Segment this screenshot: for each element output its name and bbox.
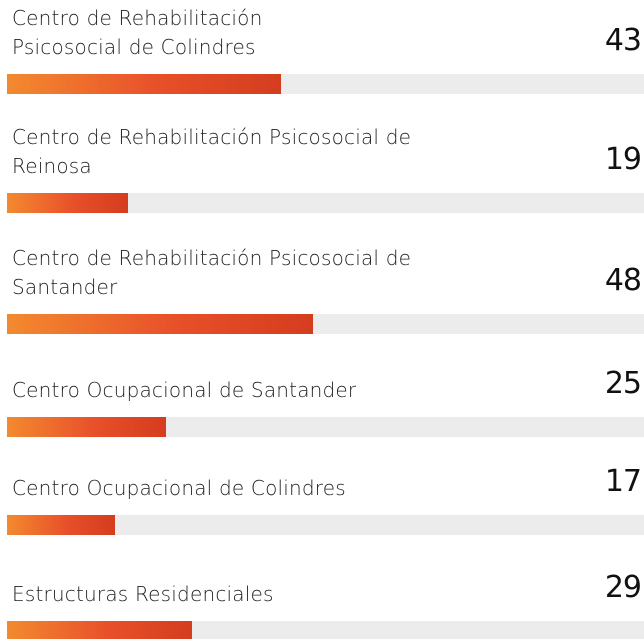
value-label: 17	[604, 464, 642, 499]
value-label: 48	[604, 263, 642, 298]
bar-row: Centro Ocupacional de Colindres 17	[12, 464, 642, 503]
bar-row: Centro Ocupacional de Santander 25	[12, 366, 642, 405]
bar	[7, 417, 167, 437]
bar	[7, 515, 116, 535]
bar-track	[7, 193, 644, 213]
bar-row: Centro de Rehabilitación Psicosocial de …	[12, 4, 642, 62]
bar	[7, 314, 313, 334]
value-label: 43	[604, 23, 642, 58]
bar-row: Centro de Rehabilitación Psicosocial de …	[12, 123, 642, 181]
bar-track	[7, 515, 644, 535]
value-label: 25	[604, 366, 642, 401]
category-label: Centro de Rehabilitación Psicosocial de …	[12, 6, 263, 59]
bar-track	[7, 621, 644, 639]
bar-row: Estructuras Residenciales 29	[12, 570, 642, 609]
bar	[7, 74, 281, 94]
bar-track	[7, 74, 644, 94]
category-label: Estructuras Residenciales	[12, 582, 274, 606]
bar-track	[7, 417, 644, 437]
category-label: Centro de Rehabilitación Psicosocial de …	[12, 246, 412, 299]
bar	[7, 193, 129, 213]
bar	[7, 621, 192, 639]
category-label: Centro de Rehabilitación Psicosocial de …	[12, 125, 412, 178]
bar-row: Centro de Rehabilitación Psicosocial de …	[12, 244, 642, 302]
value-label: 19	[604, 142, 642, 177]
bar-track	[7, 314, 644, 334]
category-label: Centro Ocupacional de Santander	[12, 378, 357, 402]
value-label: 29	[604, 570, 642, 605]
category-label: Centro Ocupacional de Colindres	[12, 476, 346, 500]
